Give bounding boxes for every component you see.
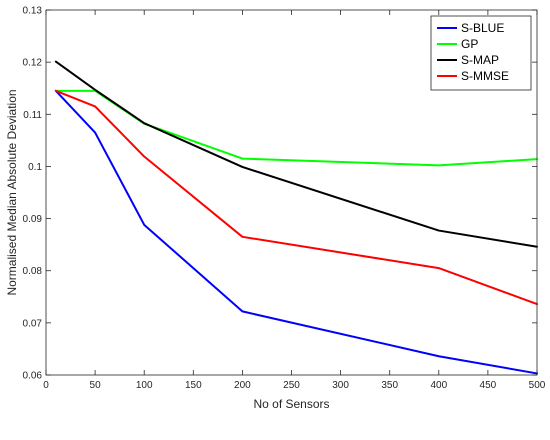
x-tick-label: 150 [185,380,202,391]
x-tick-label: 400 [430,380,447,391]
y-tick-label: 0.06 [23,371,43,382]
x-axis-title: No of Sensors [253,397,329,411]
series-layer [54,60,538,375]
x-tick-label: 0 [43,380,49,391]
y-tick-label: 0.09 [23,214,43,225]
legend: S-BLUE GP S-MAP S-MMSE [430,15,532,91]
x-tick-label: 200 [234,380,251,391]
legend-label-gp: GP [461,37,478,51]
y-tick-label: 0.07 [23,318,43,329]
tick-labels: 0 50 100 150 200 250 300 350 400 450 500 0.06 0.07 0.… [23,6,546,392]
series-line-s-mmse [54,89,538,306]
y-tick-label: 0.08 [23,266,43,277]
x-tick-label: 300 [332,380,349,391]
x-tick-label: 450 [480,380,497,391]
series-line-gp [54,89,538,167]
y-tick-label: 0.11 [23,110,42,121]
x-tick-label: 250 [283,380,300,391]
x-tick-label: 50 [90,380,102,391]
legend-label-s-mmse: S-MMSE [461,69,509,83]
axes [45,9,538,376]
x-tick-label: 350 [381,380,398,391]
x-tick-label: 500 [529,380,546,391]
x-tick-label: 100 [136,380,153,391]
legend-label-s-blue: S-BLUE [461,21,504,35]
series-line-s-map [54,60,538,248]
series-line-s-blue [54,89,538,375]
y-tick-label: 0.1 [28,162,42,173]
y-tick-label: 0.12 [23,58,43,69]
y-axis-title: Normalised Median Absolute Deviation [5,89,19,295]
y-tick-label: 0.13 [23,6,43,17]
legend-label-s-map: S-MAP [461,53,499,67]
